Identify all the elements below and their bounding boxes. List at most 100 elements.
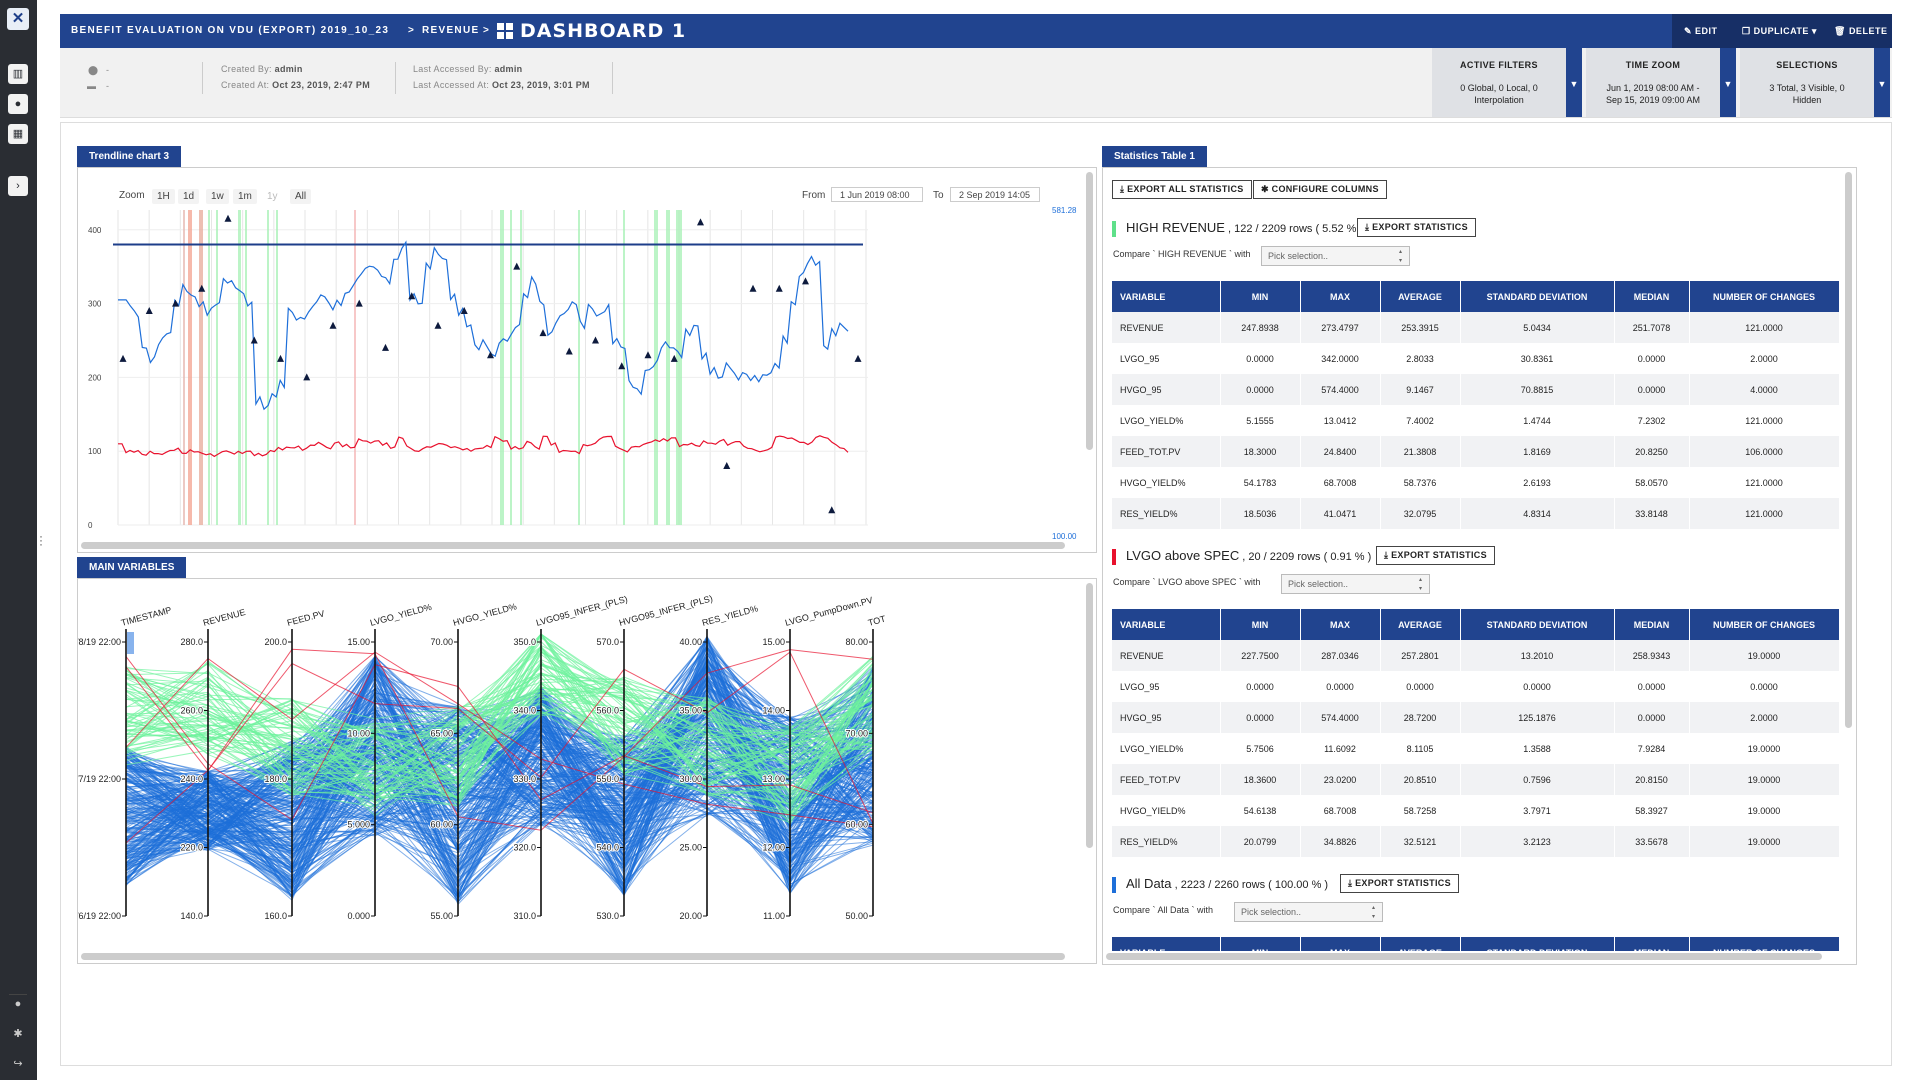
- export-statistics-button[interactable]: ⤓ EXPORT STATISTICS: [1340, 874, 1459, 893]
- red-series-line: [118, 435, 849, 458]
- parallel-vertical-scrollbar[interactable]: [1086, 583, 1093, 848]
- download-icon: ⤓: [1384, 550, 1392, 560]
- table-cell: 19.0000: [1689, 764, 1840, 795]
- trendline-chart[interactable]: 0 100 200 300 400: [78, 205, 1078, 545]
- column-header[interactable]: NUMBER OF CHANGES: [1689, 281, 1840, 312]
- zoom-1w-button[interactable]: 1w: [206, 189, 229, 204]
- table-row: FEED_TOT.PV 18.3600 23.0200 20.8510 0.7596 20…: [1112, 764, 1840, 795]
- gear-icon[interactable]: ✱: [13, 1028, 23, 1040]
- configure-columns-button[interactable]: ✱ CONFIGURE COLUMNS: [1253, 180, 1387, 199]
- table-cell: 4.8314: [1460, 498, 1615, 529]
- resize-handle[interactable]: · · ·: [39, 529, 43, 551]
- column-header[interactable]: MIN: [1220, 937, 1301, 951]
- event-marker: [250, 336, 258, 344]
- column-header[interactable]: MIN: [1220, 609, 1301, 640]
- compare-selection-dropdown[interactable]: Pick selection..: [1281, 574, 1430, 594]
- divider: [395, 62, 396, 94]
- axis-title: LVGO_PumpDown.PV: [784, 595, 874, 628]
- column-header[interactable]: VARIABLE: [1112, 937, 1221, 951]
- column-header[interactable]: NUMBER OF CHANGES: [1689, 937, 1840, 951]
- compare-selection-dropdown[interactable]: Pick selection..: [1261, 246, 1410, 266]
- table-cell: REVENUE: [1112, 312, 1221, 343]
- info-bar: ⬤ - ▬ - Created By: admin Created At: Oc…: [60, 48, 1892, 118]
- column-header[interactable]: AVERAGE: [1380, 937, 1461, 951]
- active-filters-dropdown[interactable]: ▼: [1566, 48, 1582, 117]
- export-all-label: EXPORT ALL STATISTICS: [1127, 184, 1244, 194]
- column-header[interactable]: AVERAGE: [1380, 281, 1461, 312]
- axis-tick-label: 0.000: [347, 911, 370, 921]
- duplicate-button[interactable]: ❐ DUPLICATE ▾: [1742, 14, 1817, 48]
- compare-selection-dropdown[interactable]: Pick selection..: [1234, 902, 1383, 922]
- statistics-horizontal-scrollbar[interactable]: [1106, 953, 1822, 960]
- accessed-by: Last Accessed By: admin: [413, 64, 522, 74]
- breadcrumb-revenue[interactable]: REVENUE: [422, 25, 480, 36]
- from-date-input[interactable]: 1 Jun 2019 08:00: [831, 187, 923, 202]
- table-cell: LVGO_95: [1112, 343, 1221, 374]
- column-header[interactable]: STANDARD DEVIATION: [1460, 609, 1615, 640]
- column-header[interactable]: MEDIAN: [1614, 609, 1690, 640]
- edit-label: EDIT: [1695, 26, 1718, 36]
- calculator-icon[interactable]: ▦: [8, 124, 28, 144]
- lightbulb-icon[interactable]: ●: [8, 94, 28, 114]
- trendline-horizontal-scrollbar[interactable]: [81, 542, 1065, 549]
- column-header[interactable]: VARIABLE: [1112, 281, 1221, 312]
- column-header[interactable]: STANDARD DEVIATION: [1460, 281, 1615, 312]
- selection-band: [676, 210, 682, 525]
- edit-button[interactable]: ✎ EDIT: [1684, 14, 1718, 48]
- column-header[interactable]: MAX: [1300, 281, 1381, 312]
- trendline-vertical-scrollbar[interactable]: [1086, 172, 1093, 450]
- zoom-1m-button[interactable]: 1m: [233, 189, 257, 204]
- statistics-vertical-scrollbar[interactable]: [1845, 172, 1852, 728]
- app-logo-icon[interactable]: ✕: [7, 8, 29, 30]
- y-tick-label: 300: [88, 300, 102, 309]
- export-statistics-button[interactable]: ⤓ EXPORT STATISTICS: [1357, 218, 1476, 237]
- selections-panel[interactable]: SELECTIONS 3 Total, 3 Visible, 0 Hidden: [1740, 48, 1874, 117]
- user-icon[interactable]: ●: [9, 994, 27, 1012]
- column-header[interactable]: MIN: [1220, 281, 1301, 312]
- column-header[interactable]: STANDARD DEVIATION: [1460, 937, 1615, 951]
- selections-dropdown[interactable]: ▼: [1874, 48, 1890, 117]
- column-header[interactable]: MAX: [1300, 609, 1381, 640]
- parallel-horizontal-scrollbar[interactable]: [81, 953, 1065, 960]
- to-date-input[interactable]: 2 Sep 2019 14:05: [950, 187, 1040, 202]
- divider: [612, 62, 613, 94]
- event-marker: [775, 284, 783, 292]
- axis-tick-label: 540.0: [596, 843, 619, 853]
- time-zoom-dropdown[interactable]: ▼: [1720, 48, 1736, 117]
- data-polyline: [125, 702, 874, 876]
- parallel-coordinates-chart[interactable]: TIMESTAMP 11/8/19 22:00 11/7/19 22:00 10/6/…: [78, 586, 1083, 946]
- logout-icon[interactable]: ↪: [13, 1058, 23, 1070]
- column-header[interactable]: MAX: [1300, 937, 1381, 951]
- axis-title: HVGO95_INFER_(PLS): [618, 593, 714, 628]
- export-statistics-button[interactable]: ⤓ EXPORT STATISTICS: [1376, 546, 1495, 565]
- created-by: Created By: admin: [221, 64, 303, 74]
- zoom-1h-button[interactable]: 1H: [152, 189, 175, 204]
- selected-polyline: [125, 689, 874, 791]
- column-header[interactable]: MEDIAN: [1614, 281, 1690, 312]
- accessed-at-value: Oct 23, 2019, 3:01 PM: [491, 80, 590, 90]
- axis-tick-label: 10/6/19 22:00: [78, 911, 121, 921]
- tab-statistics-table[interactable]: Statistics Table 1: [1102, 146, 1207, 167]
- axis-title: TIMESTAMP: [120, 605, 173, 628]
- breadcrumb-project[interactable]: BENEFIT EVALUATION ON VDU (EXPORT) 2019_…: [71, 25, 390, 36]
- export-statistics-label: EXPORT STATISTICS: [1372, 222, 1468, 232]
- zoom-1d-button[interactable]: 1d: [178, 189, 200, 204]
- expand-chevron-icon[interactable]: ›: [8, 176, 28, 196]
- y-tick-label: 200: [88, 373, 102, 382]
- chart-icon[interactable]: ▥: [8, 64, 28, 84]
- time-zoom-panel[interactable]: TIME ZOOM Jun 1, 2019 08:00 AM - Sep 15,…: [1586, 48, 1720, 117]
- column-header[interactable]: AVERAGE: [1380, 609, 1461, 640]
- column-header[interactable]: NUMBER OF CHANGES: [1689, 609, 1840, 640]
- active-filters-panel[interactable]: ACTIVE FILTERS 0 Global, 0 Local, 0 Inte…: [1432, 48, 1566, 117]
- delete-button[interactable]: 🗑 DELETE: [1834, 14, 1887, 48]
- column-header[interactable]: VARIABLE: [1112, 609, 1221, 640]
- tab-main-variables[interactable]: MAIN VARIABLES: [77, 557, 187, 578]
- column-header[interactable]: MEDIAN: [1614, 937, 1690, 951]
- chevron-down-icon: ▼: [1569, 79, 1579, 89]
- zoom-all-button[interactable]: All: [290, 189, 312, 204]
- export-all-statistics-button[interactable]: ⤓ EXPORT ALL STATISTICS: [1112, 180, 1252, 199]
- zoom-1y-button[interactable]: 1y: [267, 191, 278, 202]
- tab-trendline-chart[interactable]: Trendline chart 3: [77, 146, 182, 167]
- gear-icon: ✱: [1261, 184, 1272, 194]
